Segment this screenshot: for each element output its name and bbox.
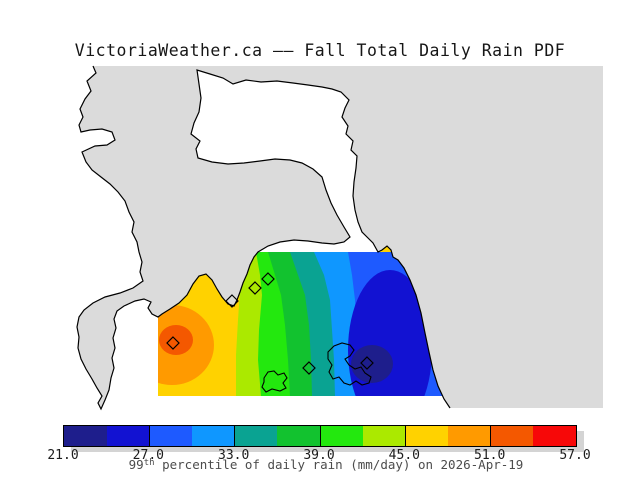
station-markers bbox=[166, 272, 374, 375]
station-marker bbox=[225, 294, 239, 308]
colorbar-segment bbox=[490, 426, 534, 446]
colorbar-tick-line bbox=[234, 426, 236, 446]
station-marker bbox=[360, 356, 374, 370]
colorbar-segment bbox=[405, 426, 449, 446]
caption-superscript: th bbox=[143, 458, 155, 468]
station-marker bbox=[261, 272, 275, 286]
coastline bbox=[76, 65, 451, 411]
colorbar bbox=[63, 425, 577, 447]
caption-text: percentile of daily rain (mm/day) on 202… bbox=[154, 457, 524, 472]
colorbar-segment bbox=[192, 426, 235, 446]
station-marker bbox=[248, 281, 262, 295]
colorbar-tick-label: 33.0 bbox=[218, 448, 250, 463]
colorbar-segment bbox=[106, 426, 150, 446]
colorbar-segment bbox=[320, 426, 363, 446]
colorbar-segment bbox=[277, 426, 321, 446]
colorbar-segment bbox=[533, 426, 577, 446]
colorbar-tick-line bbox=[404, 426, 406, 446]
low-band-2 bbox=[348, 270, 432, 396]
caption-number: 99 bbox=[128, 457, 144, 472]
station-marker bbox=[166, 336, 180, 350]
colorbar-tick-label: 27.0 bbox=[132, 448, 164, 463]
colorbar-segment bbox=[149, 426, 193, 446]
colorbar-tick-line bbox=[148, 426, 150, 446]
colorbar-tick-label: 51.0 bbox=[474, 448, 506, 463]
colorbar-tick-line bbox=[490, 426, 492, 446]
colorbar-segment bbox=[448, 426, 491, 446]
colorbar-tick-labels: 21.0 27.0 33.0 39.0 45.0 51.0 57.0 bbox=[47, 448, 590, 463]
island-outline-east bbox=[327, 342, 372, 386]
colorbar-segment bbox=[234, 426, 278, 446]
colorbar-segment bbox=[64, 426, 107, 446]
station-marker bbox=[302, 361, 316, 375]
colorbar-segment bbox=[362, 426, 406, 446]
colorbar-tick-label: 21.0 bbox=[47, 448, 79, 463]
colorbar-tick-line bbox=[319, 426, 321, 446]
land-mass bbox=[77, 66, 603, 409]
island-outline-west bbox=[261, 370, 288, 393]
colorbar-tick-label: 39.0 bbox=[303, 448, 335, 463]
colorbar-tick-label: 57.0 bbox=[559, 448, 591, 463]
colorbar-caption: 99th percentile of daily rain (mm/day) o… bbox=[0, 457, 640, 472]
page-title: VictoriaWeather.ca —— Fall Total Daily R… bbox=[74, 41, 566, 60]
colorbar-tick-label: 45.0 bbox=[388, 448, 420, 463]
